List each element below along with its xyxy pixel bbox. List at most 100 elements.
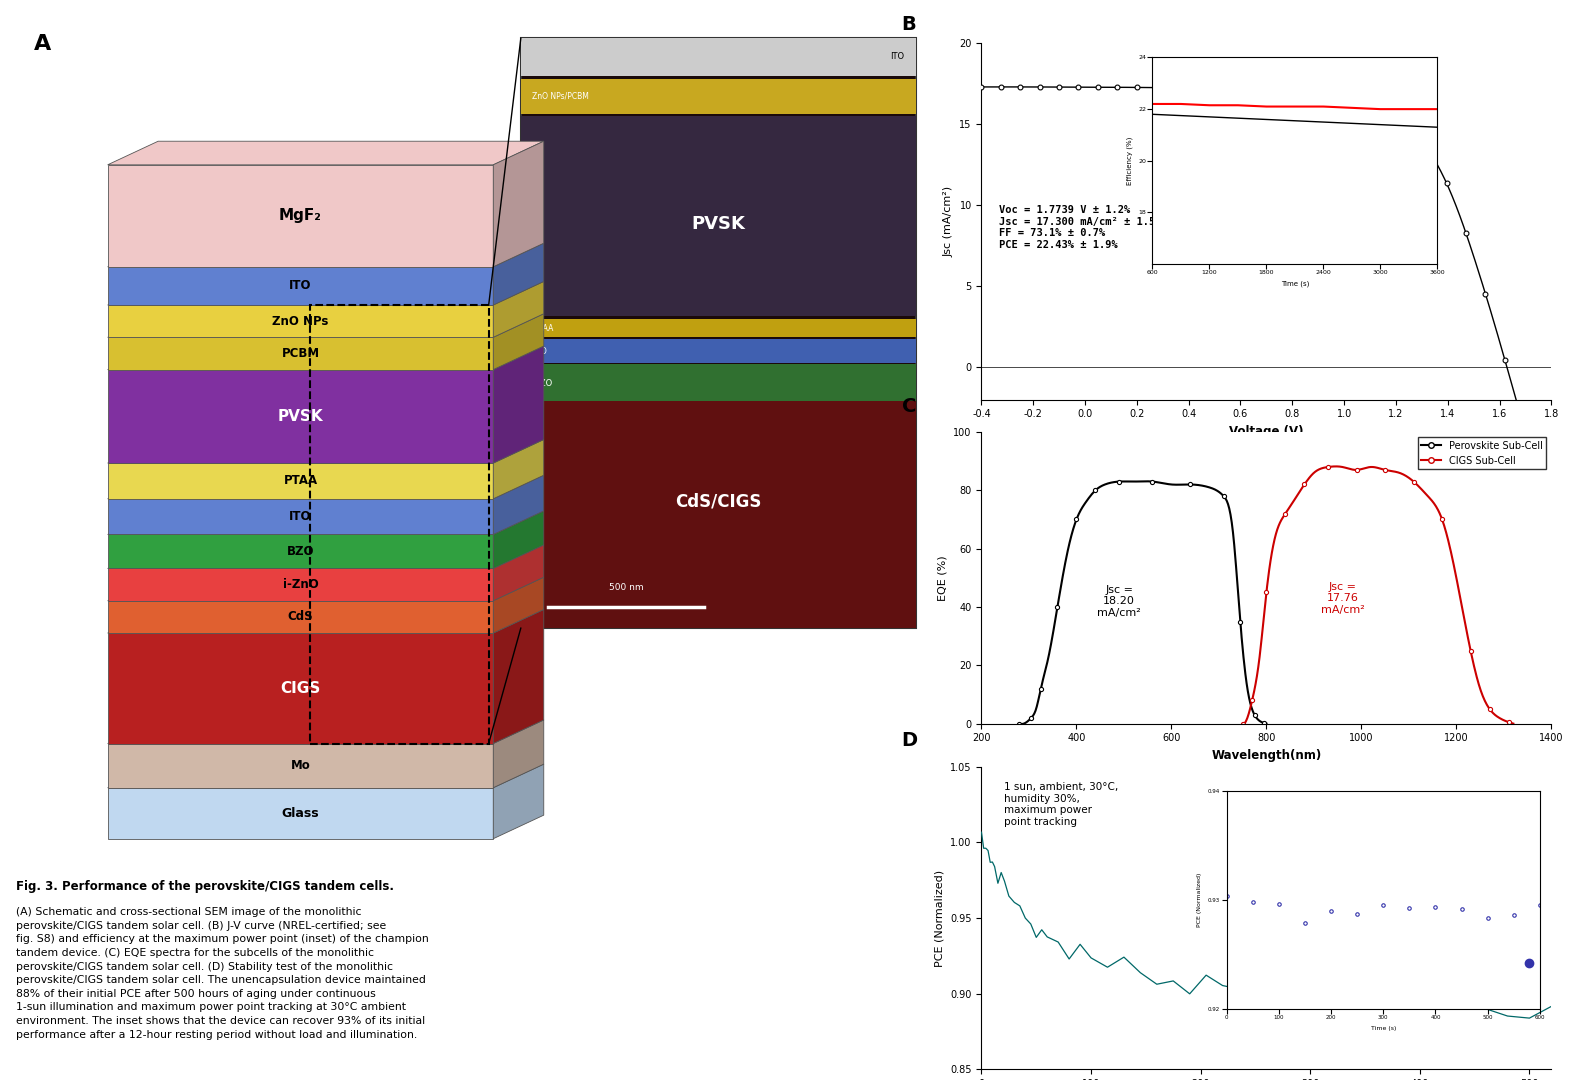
Text: PCBM: PCBM [282, 347, 320, 360]
Text: 500 nm: 500 nm [609, 583, 644, 592]
Text: PTAA: PTAA [535, 324, 554, 333]
Perovskite Sub-Cell [1167, 478, 1186, 491]
Polygon shape [108, 141, 545, 165]
Polygon shape [108, 313, 545, 337]
Perovskite Sub-Cell [1010, 717, 1029, 730]
Polygon shape [494, 346, 545, 463]
Polygon shape [494, 282, 545, 337]
Polygon shape [494, 545, 545, 600]
Bar [521, 39, 915, 77]
Text: PVSK: PVSK [277, 409, 323, 423]
Text: Jsc =
18.20
mA/cm²: Jsc = 18.20 mA/cm² [1097, 584, 1141, 618]
Text: B: B [902, 15, 917, 33]
Bar [521, 116, 915, 316]
Text: ITO: ITO [535, 348, 548, 356]
Perovskite Sub-Cell [1012, 717, 1031, 730]
CIGS Sub-Cell [1342, 463, 1361, 476]
Polygon shape [108, 765, 545, 787]
Perovskite Sub-Cell [1091, 481, 1110, 494]
Polygon shape [108, 475, 545, 499]
Text: CIGS: CIGS [280, 680, 321, 696]
Polygon shape [494, 440, 545, 499]
Polygon shape [108, 282, 545, 305]
Polygon shape [108, 545, 545, 568]
Polygon shape [108, 511, 545, 535]
Text: A: A [35, 35, 51, 54]
Polygon shape [108, 346, 545, 369]
Polygon shape [494, 475, 545, 535]
Bar [521, 401, 915, 629]
Polygon shape [494, 765, 545, 839]
CIGS Sub-Cell [1322, 460, 1341, 473]
CIGS Sub-Cell [1233, 717, 1252, 730]
Polygon shape [108, 743, 494, 787]
Text: ITO: ITO [891, 53, 904, 62]
Line: Perovskite Sub-Cell: Perovskite Sub-Cell [1019, 482, 1266, 724]
CIGS Sub-Cell [1429, 507, 1448, 519]
Text: CdS: CdS [288, 610, 313, 623]
Perovskite Sub-Cell [1137, 475, 1156, 488]
Text: MgF₂: MgF₂ [279, 208, 321, 224]
Text: BZO: BZO [535, 379, 552, 389]
X-axis label: Voltage (V): Voltage (V) [1228, 424, 1304, 437]
Y-axis label: PCE (Normalized): PCE (Normalized) [934, 869, 945, 967]
Polygon shape [108, 499, 494, 535]
CIGS Sub-Cell [1431, 510, 1450, 523]
Polygon shape [108, 633, 494, 743]
Bar [310, 305, 489, 743]
Polygon shape [108, 305, 494, 337]
Text: D: D [902, 730, 918, 750]
CIGS Sub-Cell [1233, 717, 1252, 730]
Text: Jsc =
17.76
mA/cm²: Jsc = 17.76 mA/cm² [1320, 582, 1365, 615]
CIGS Sub-Cell [1266, 527, 1285, 540]
Polygon shape [108, 463, 494, 499]
CIGS Sub-Cell [1504, 717, 1523, 730]
Perovskite Sub-Cell [1040, 644, 1059, 657]
Text: PVSK: PVSK [692, 215, 746, 233]
Polygon shape [108, 535, 494, 568]
Text: Glass: Glass [282, 807, 320, 820]
Y-axis label: EQE (%): EQE (%) [937, 555, 948, 600]
Polygon shape [108, 720, 545, 743]
Text: Fig. 3. Performance of the perovskite/CIGS tandem cells.: Fig. 3. Performance of the perovskite/CI… [16, 880, 394, 893]
Bar [521, 364, 915, 401]
Polygon shape [494, 313, 545, 369]
Perovskite Sub-Cell [1190, 478, 1209, 491]
Line: CIGS Sub-Cell: CIGS Sub-Cell [1243, 467, 1513, 724]
Polygon shape [494, 720, 545, 787]
Polygon shape [108, 600, 494, 633]
Legend: Perovskite Sub-Cell, CIGS Sub-Cell: Perovskite Sub-Cell, CIGS Sub-Cell [1418, 437, 1547, 470]
Text: PTAA: PTAA [283, 474, 318, 487]
Polygon shape [108, 440, 545, 463]
Text: (A) Schematic and cross-sectional SEM image of the monolithic
perovskite/CIGS ta: (A) Schematic and cross-sectional SEM im… [16, 907, 429, 1040]
Polygon shape [108, 267, 494, 305]
Perovskite Sub-Cell [1257, 717, 1276, 730]
Perovskite Sub-Cell [1108, 475, 1127, 488]
Bar [521, 79, 915, 114]
Text: CdS/CIGS: CdS/CIGS [674, 492, 761, 511]
Polygon shape [108, 787, 494, 839]
Text: BZO: BZO [287, 545, 313, 558]
Text: ZnO NPs/PCBM: ZnO NPs/PCBM [532, 91, 589, 100]
Polygon shape [494, 243, 545, 305]
Polygon shape [108, 369, 494, 463]
Polygon shape [108, 243, 545, 267]
Text: Voc = 1.7739 V ± 1.2%
Jsc = 17.300 mA/cm² ± 1.5%
FF = 73.1% ± 0.7%
PCE = 22.43% : Voc = 1.7739 V ± 1.2% Jsc = 17.300 mA/cm… [999, 205, 1160, 249]
Polygon shape [108, 577, 545, 600]
Polygon shape [108, 568, 494, 600]
Polygon shape [494, 609, 545, 743]
Bar [521, 39, 915, 629]
Text: 1 sun, ambient, 30°C,
humidity 30%,
maximum power
point tracking: 1 sun, ambient, 30°C, humidity 30%, maxi… [1004, 782, 1119, 826]
Bar [521, 319, 915, 337]
Text: i-ZnO: i-ZnO [283, 578, 318, 591]
Text: ZnO NPs: ZnO NPs [272, 314, 329, 327]
Polygon shape [108, 609, 545, 633]
Polygon shape [494, 577, 545, 633]
Polygon shape [494, 511, 545, 568]
Polygon shape [108, 337, 494, 369]
Polygon shape [494, 141, 545, 267]
Polygon shape [108, 165, 494, 267]
CIGS Sub-Cell [1404, 475, 1423, 488]
X-axis label: Wavelength(nm): Wavelength(nm) [1211, 748, 1322, 761]
Perovskite Sub-Cell [1189, 478, 1208, 491]
